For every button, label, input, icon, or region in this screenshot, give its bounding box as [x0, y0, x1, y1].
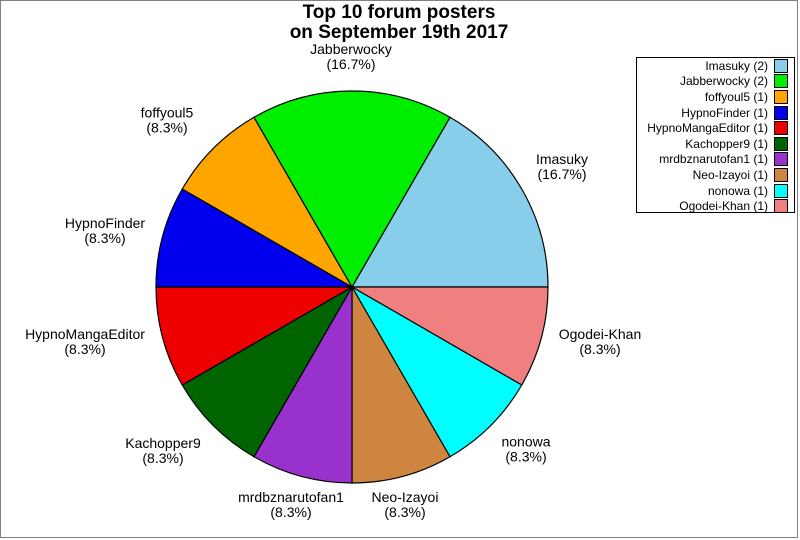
svg-text:Kachopper9(8.3%): Kachopper9 (8.3%)	[125, 435, 201, 466]
svg-text:Jabberwocky(16.7%): Jabberwocky (16.7%)	[310, 41, 392, 72]
svg-text:Ogodei-Khan(8.3%): Ogodei-Khan (8.3%)	[559, 326, 642, 357]
svg-text:mrdbznarutofan1(8.3%): mrdbznarutofan1 (8.3%)	[238, 489, 344, 520]
svg-text:nonowa(8.3%): nonowa (8.3%)	[501, 434, 550, 465]
svg-text:HypnoFinder(8.3%): HypnoFinder (8.3%)	[65, 215, 145, 246]
svg-text:Neo-Izayoi(8.3%): Neo-Izayoi (8.3%)	[372, 489, 439, 520]
svg-text:HypnoMangaEditor(8.3%): HypnoMangaEditor (8.3%)	[25, 326, 145, 357]
svg-text:Imasuky(16.7%): Imasuky (16.7%)	[536, 151, 588, 182]
svg-text:foffyoul5(8.3%): foffyoul5 (8.3%)	[141, 105, 194, 136]
